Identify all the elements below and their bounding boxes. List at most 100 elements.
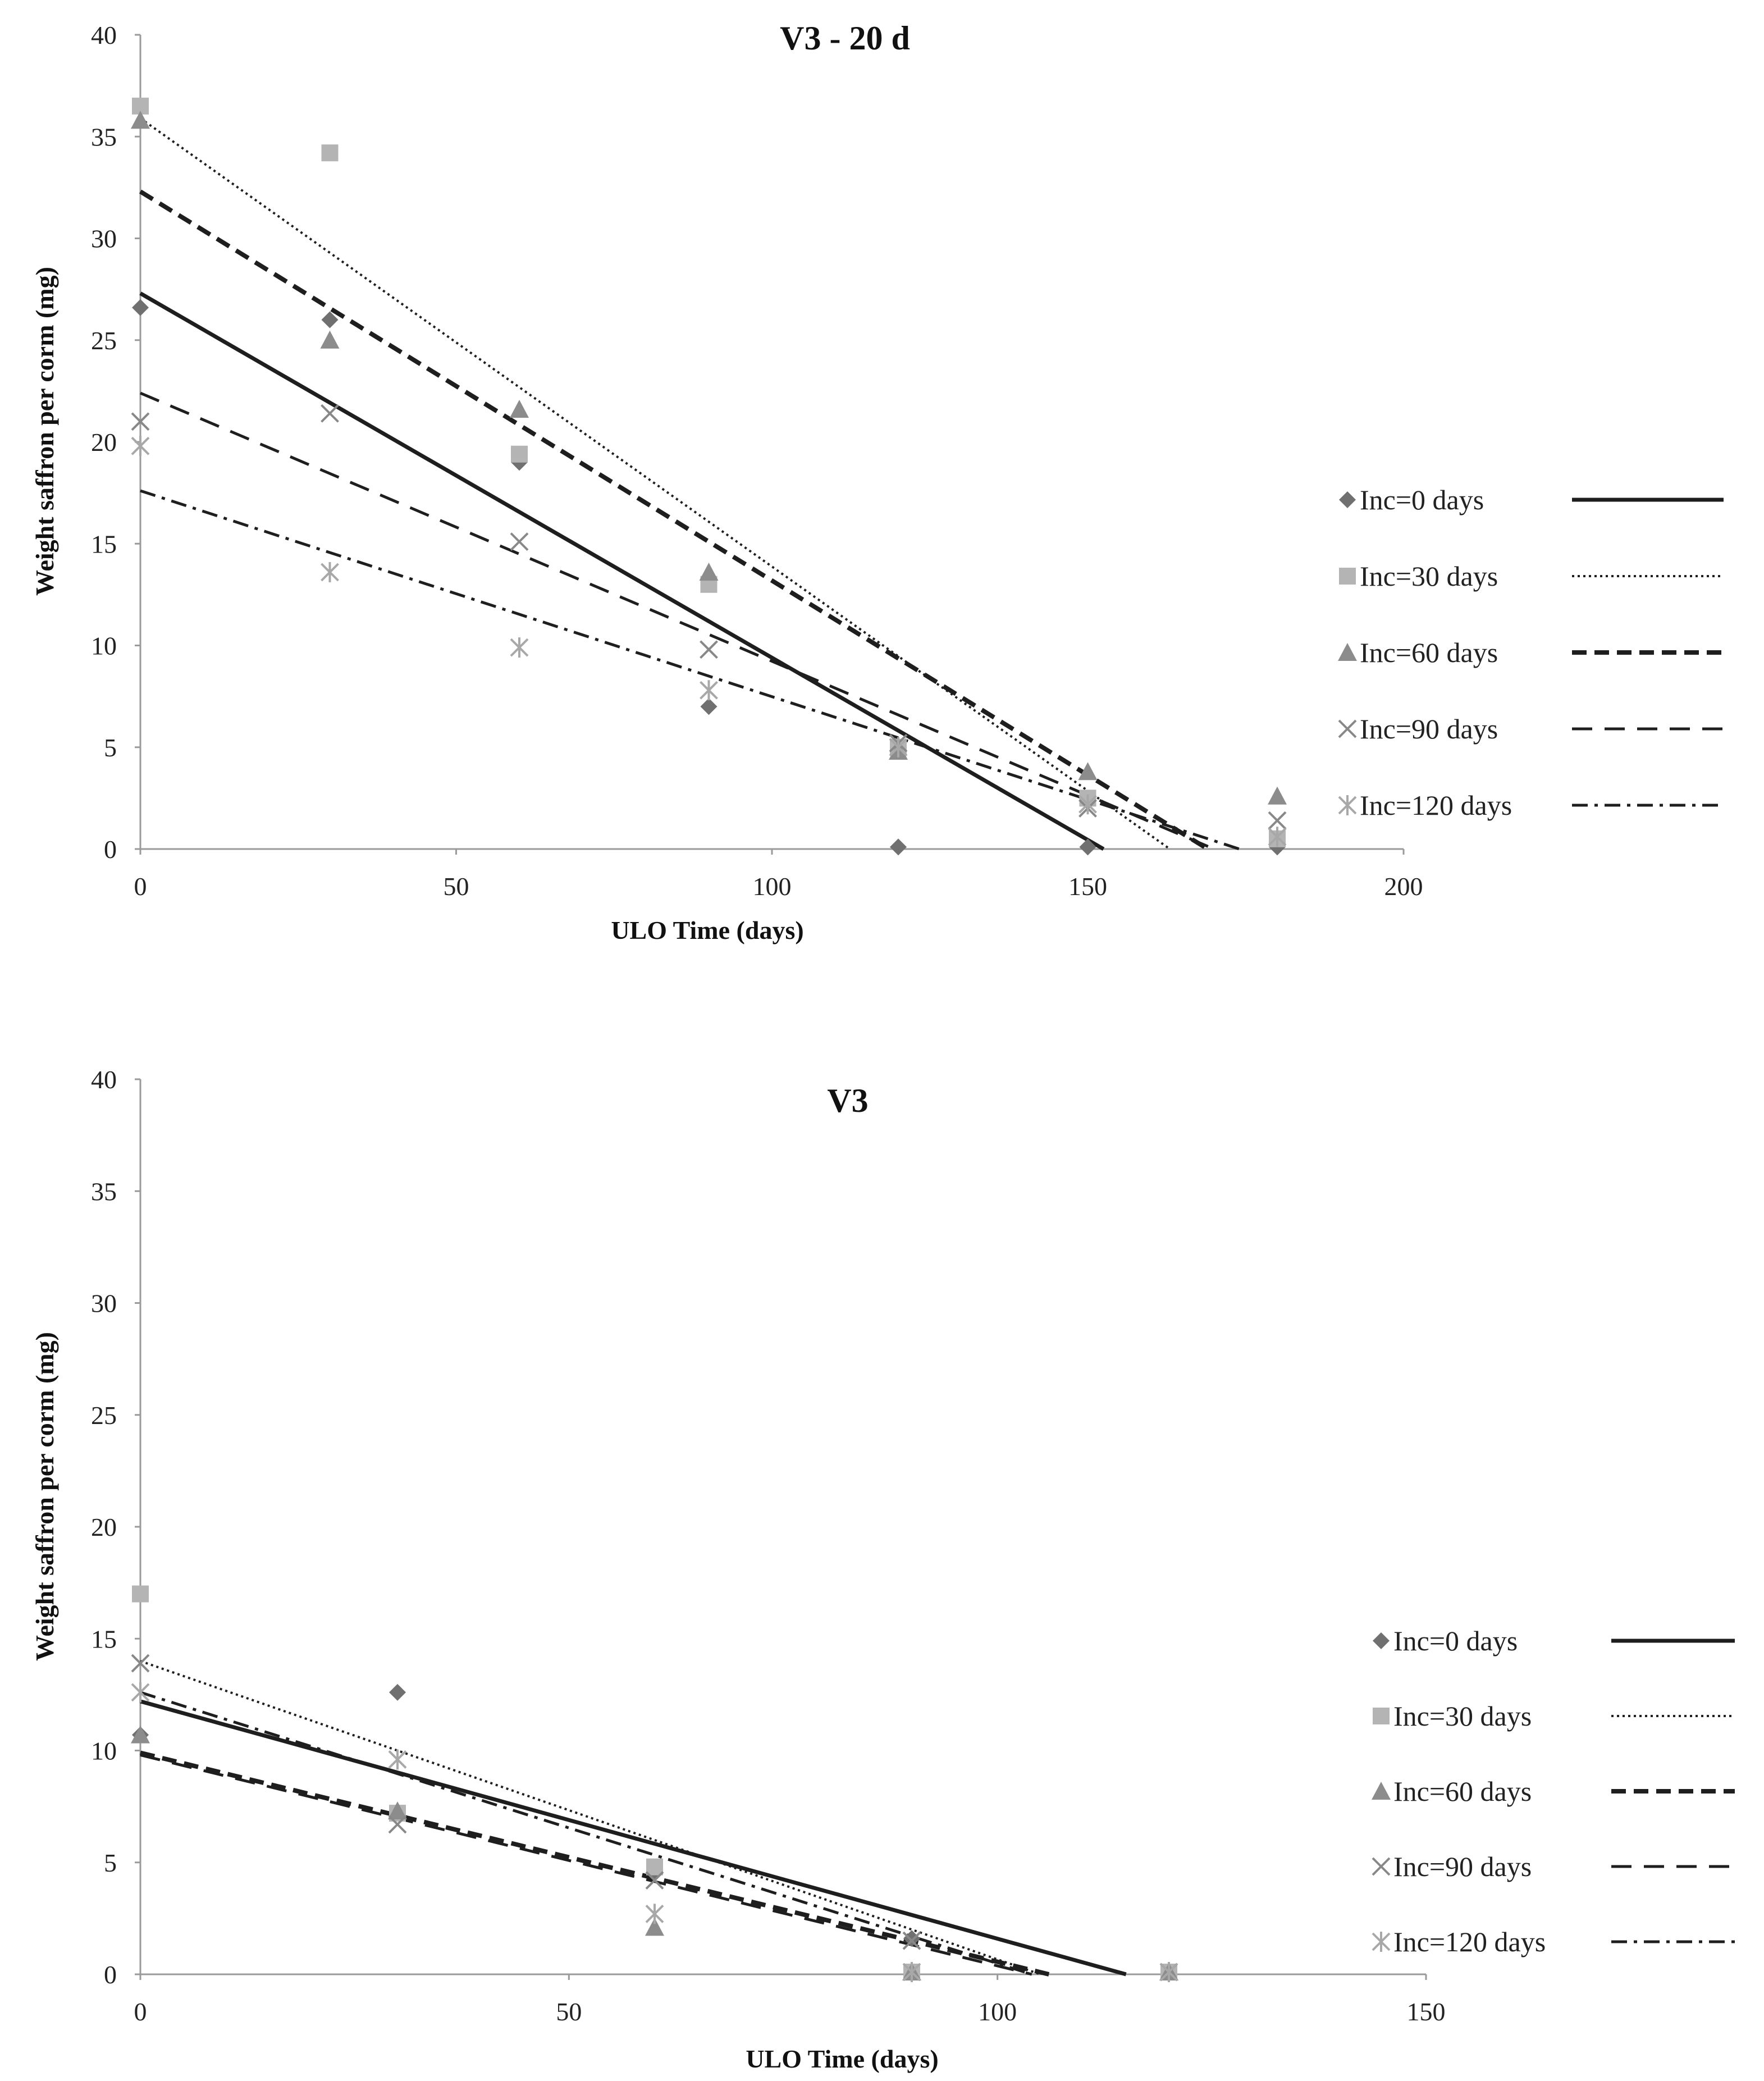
legend-marker [1372,1857,1391,1876]
legend-label: Inc=60 days [1360,637,1498,668]
x-tick-label: 50 [556,1997,582,2026]
y-tick-label: 15 [91,1624,117,1653]
trend-line-3 [140,391,1215,851]
y-tick-label: 10 [91,1737,117,1765]
legend-marker [1339,568,1356,585]
chart-v3: V3 ULO Time (days) Weight saffron per co… [30,1065,1735,2073]
y-tick-label: 20 [91,1513,117,1541]
y-tick-label: 0 [104,835,117,864]
chart-title: V3 [827,1082,868,1119]
data-point [645,1904,664,1924]
legend: Inc=0 days Inc=30 days Inc=60 days Inc=90 d… [1372,1625,1735,1957]
legend-label: Inc=120 days [1393,1926,1546,1957]
legend-label: Inc=90 days [1393,1851,1532,1882]
y-tick-label: 40 [91,1065,117,1094]
data-point [510,400,529,418]
data-point [699,563,719,581]
x-tick-label: 0 [134,872,147,901]
data-point [889,737,908,757]
legend-marker [1373,1632,1390,1649]
legend-label: Inc=0 days [1393,1625,1518,1656]
trend-lines [139,117,1240,851]
trend-line-1 [140,1660,1041,1975]
data-point [132,299,149,316]
data-points [131,97,1287,856]
legend-marker [1339,491,1356,508]
data-point [902,1931,921,1950]
data-point [1079,838,1096,856]
y-tick-label: 30 [91,1289,117,1318]
x-tick-label: 150 [1068,872,1107,901]
data-point [1078,762,1098,781]
y-tick-label: 25 [91,1401,117,1430]
data-point [1078,794,1097,815]
data-point [890,838,907,856]
legend-label: Inc=30 days [1360,560,1498,592]
data-point [700,698,718,715]
x-tick-label: 50 [444,872,469,901]
y-tick-label: 35 [91,1177,117,1206]
data-point [132,1585,149,1603]
data-point [131,1725,150,1744]
data-point [902,1962,921,1983]
data-point [1268,786,1287,805]
y-axis-label: Weight saffron per corm (mg) [30,1332,59,1661]
data-point [903,1930,920,1947]
y-tick-label: 5 [104,1849,117,1877]
data-point [511,445,528,463]
legend-marker [1338,719,1357,738]
trend-line-0 [140,1699,1127,1977]
x-axis-label: ULO Time (days) [746,2045,938,2073]
data-point [646,1858,663,1875]
data-point [1159,1962,1178,1983]
data-point [510,532,529,551]
data-point [388,1801,407,1820]
data-point [321,562,339,582]
chart-title: V3 - 20 d [780,20,910,57]
y-tick-label: 5 [104,733,117,762]
data-point [645,1918,664,1936]
x-tick-label: 100 [978,1997,1017,2026]
chart-v3-20d: V3 - 20 d ULO Time (days) Weight saffron… [30,20,1724,944]
y-tick-label: 20 [91,428,117,457]
legend-label: Inc=30 days [1393,1700,1532,1732]
trend-line-3 [140,1754,1032,1976]
data-point [131,412,150,431]
trend-line-2 [139,189,1209,851]
y-tick-label: 25 [91,326,117,355]
legend-marker [1338,643,1357,661]
y-tick-label: 10 [91,632,117,660]
x-axis-label: ULO Time (days) [611,916,803,944]
data-point [321,144,339,162]
y-tick-label: 0 [104,1960,117,1989]
legend-label: Inc=90 days [1360,713,1498,745]
data-point [321,404,339,423]
trend-line-0 [139,291,1105,851]
x-tick-label: 150 [1407,1997,1446,2026]
data-point [700,640,718,659]
data-point [131,111,150,129]
y-tick-label: 40 [91,21,117,49]
data-point [1268,811,1287,830]
x-tick-label: 0 [134,1997,147,2026]
legend-label: Inc=60 days [1393,1776,1532,1807]
trend-line-4 [140,1691,1032,1976]
trend-lines [140,1660,1127,1977]
legend-marker [1338,795,1357,815]
y-axis-label: Weight saffron per corm (mg) [30,267,59,596]
data-point [321,311,339,328]
legend-marker [1372,1932,1391,1952]
data-points [131,1585,1178,1983]
trend-line-1 [139,117,1171,850]
data-point [388,1815,407,1834]
data-point [389,1683,406,1701]
data-point [320,330,340,349]
y-tick-label: 35 [91,122,117,151]
data-point [700,680,718,701]
legend-marker [1372,1782,1391,1800]
data-point [131,1654,150,1673]
x-tick-label: 200 [1384,872,1423,901]
axes: 0 5 10 15 20 25 30 35 40 0 50 100 150 200 [91,21,1423,901]
data-point [1268,827,1287,847]
